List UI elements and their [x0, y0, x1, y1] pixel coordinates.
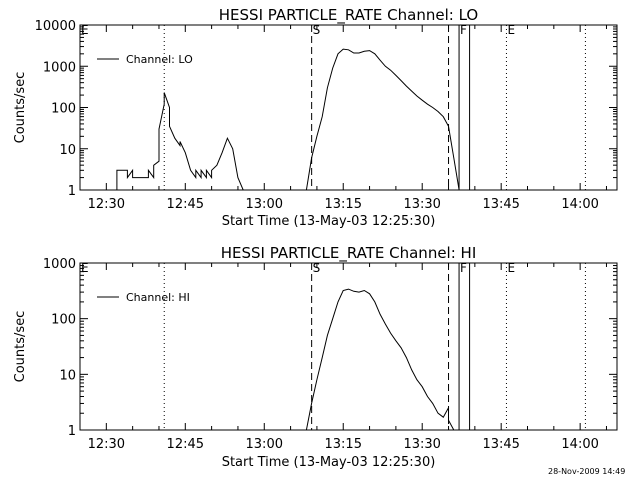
footer-timestamp: 28-Nov-2009 14:49 [548, 467, 626, 476]
series-line [305, 288, 455, 430]
chart-panel-1: HESSI PARTICLE_RATE Channel: LO 12:30 12:4… [13, 6, 618, 229]
x-tick-label: 14:00 [561, 197, 598, 212]
x-tick-label: 13:45 [482, 437, 519, 452]
chart-title: HESSI PARTICLE_RATE Channel: HI [221, 244, 477, 263]
y-tick-label: 10 [59, 143, 76, 158]
legend-label: Channel: LO [126, 53, 193, 66]
y-tick-label: 1000 [43, 60, 76, 75]
x-tick-label: 13:30 [403, 197, 440, 212]
y-axis-label: Counts/sec [13, 72, 28, 144]
marker-label: E [81, 261, 89, 275]
x-axis-label: Start Time (13-May-03 12:25:30) [222, 455, 436, 470]
series-line [116, 48, 460, 190]
y-tick-label: 100 [51, 102, 76, 117]
x-tick-label: 12:30 [88, 437, 125, 452]
y-tick-label: 1 [68, 184, 76, 199]
y-tick-label: 100 [51, 313, 76, 328]
x-tick-label: 12:30 [88, 197, 125, 212]
marker-label: S [313, 261, 321, 275]
x-tick-label: 13:45 [482, 197, 519, 212]
chart-title: HESSI PARTICLE_RATE Channel: LO [219, 6, 478, 25]
y-tick-label: 1 [68, 424, 76, 439]
x-tick-label: 14:00 [561, 437, 598, 452]
x-tick-label: 13:15 [325, 437, 362, 452]
marker-label: E [507, 261, 515, 275]
marker-label: F [460, 23, 467, 37]
plot-frame [79, 262, 618, 431]
x-axis-label: Start Time (13-May-03 12:25:30) [222, 214, 436, 229]
y-tick-label: 10000 [35, 19, 76, 34]
x-tick-label: 12:45 [167, 437, 204, 452]
x-tick-label: 13:00 [246, 437, 283, 452]
chart-panel-2: HESSI PARTICLE_RATE Channel: HI 12:30 12:4… [13, 244, 618, 470]
event-markers [80, 263, 586, 430]
event-markers [80, 25, 586, 190]
marker-label: E [81, 23, 89, 37]
y-axis-label: Counts/sec [13, 311, 28, 383]
y-tick-label: 1000 [43, 257, 76, 272]
marker-label: S [313, 23, 321, 37]
legend-label: Channel: HI [126, 291, 190, 304]
x-tick-label: 13:00 [246, 197, 283, 212]
marker-label: F [460, 261, 467, 275]
x-tick-label: 13:30 [403, 437, 440, 452]
marker-label: E [507, 23, 515, 37]
x-tick-label: 12:45 [167, 197, 204, 212]
x-tick-label: 13:15 [325, 197, 362, 212]
y-tick-label: 10 [59, 368, 76, 383]
